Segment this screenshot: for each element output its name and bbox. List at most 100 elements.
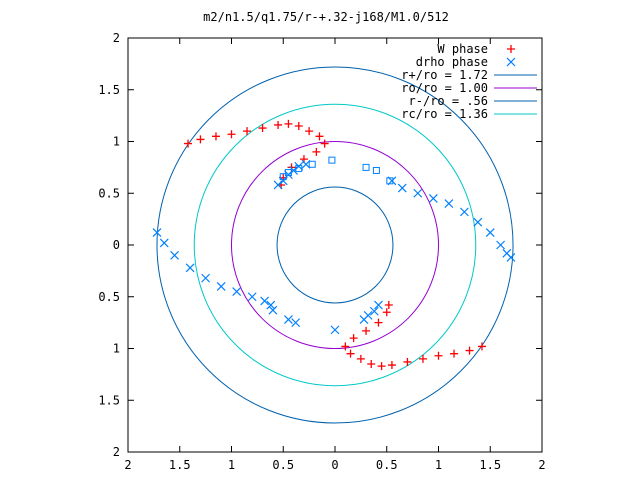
series-0-point-6 xyxy=(274,120,283,129)
x-tick-label: 1.5 xyxy=(169,458,191,472)
x-tick-label: 1 xyxy=(435,458,442,472)
series-0-point-33 xyxy=(384,301,393,310)
series-1-point-27 xyxy=(374,300,383,310)
series-1-point-15 xyxy=(201,273,211,283)
series-0-point-18 xyxy=(465,346,474,355)
series-2-point-4 xyxy=(328,156,336,164)
legend-label: W phase xyxy=(437,42,488,56)
series-1-point-7 xyxy=(485,228,495,238)
series-1-point-4 xyxy=(444,199,454,209)
series-0-point-3 xyxy=(227,130,236,139)
series-1-point-14 xyxy=(185,263,195,273)
series-1-point-3 xyxy=(428,194,438,203)
series-0-point-4 xyxy=(243,127,252,136)
legend-label: drho phase xyxy=(416,55,488,69)
series-0-point-27 xyxy=(346,349,355,358)
x-tick-label: 0.5 xyxy=(376,458,398,472)
series-0-point-9 xyxy=(305,127,314,136)
series-1-point-2 xyxy=(413,188,423,198)
series-0-point-7 xyxy=(284,119,293,128)
x-tick-label: 0.5 xyxy=(272,458,294,472)
series-0-point-19 xyxy=(450,349,459,358)
legend-marker-1 xyxy=(506,57,516,67)
x-tick-label: 2 xyxy=(124,458,131,472)
y-tick-label: 1.5 xyxy=(98,393,120,407)
series-1-point-30 xyxy=(359,315,369,324)
series-0-point-11 xyxy=(320,139,329,148)
series-1-point-26 xyxy=(301,159,311,169)
y-tick-label: 0.5 xyxy=(98,290,120,304)
series-1-point-5 xyxy=(459,207,469,217)
series-0-point-24 xyxy=(377,362,386,371)
series-1-point-21 xyxy=(273,180,283,190)
series-0-point-20 xyxy=(434,351,443,360)
series-0-point-31 xyxy=(374,318,383,327)
x-tick-label: 0 xyxy=(331,458,338,472)
x-tick-label: 2 xyxy=(538,458,545,472)
series-2-point-6 xyxy=(372,166,380,174)
y-tick-label: 1 xyxy=(113,135,120,149)
series-2-point-2 xyxy=(295,164,303,172)
series-2 xyxy=(279,156,394,185)
series-0-point-8 xyxy=(294,121,303,130)
x-tick-label: 1 xyxy=(228,458,235,472)
circle-2 xyxy=(276,186,394,304)
circle-3 xyxy=(193,103,477,387)
series-0-point-2 xyxy=(211,132,220,141)
series-2-point-0 xyxy=(279,173,287,181)
series-layer xyxy=(152,119,516,371)
legend-label: r+/ro = 1.72 xyxy=(401,68,488,82)
series-2-point-1 xyxy=(284,169,292,177)
chart-title: m2/n1.5/q1.75/r-+.32-j168/M1.0/512 xyxy=(203,10,449,24)
series-0-point-26 xyxy=(356,354,365,363)
series-0-point-22 xyxy=(403,357,412,366)
series-2-point-3 xyxy=(308,160,316,168)
series-1-point-31 xyxy=(284,315,293,324)
series-0-point-28 xyxy=(341,342,350,351)
series-0-point-0 xyxy=(184,139,193,148)
series-1-point-20 xyxy=(266,300,276,310)
series-0-point-12 xyxy=(312,147,321,156)
legend-marker-0 xyxy=(507,45,515,53)
series-0-point-32 xyxy=(382,308,391,317)
legend-label: ro/ro = 1.00 xyxy=(401,81,488,95)
y-tick-label: 0 xyxy=(113,238,120,252)
series-2-point-7 xyxy=(386,177,394,185)
circles-layer xyxy=(156,66,514,424)
series-1-point-10 xyxy=(506,252,516,262)
series-0-point-1 xyxy=(196,135,205,144)
x-tick-label: 1.5 xyxy=(479,458,501,472)
series-1-point-13 xyxy=(170,250,179,260)
y-tick-label: 0.5 xyxy=(98,186,120,200)
series-0-point-10 xyxy=(315,132,324,141)
series-0-point-25 xyxy=(367,360,376,369)
series-0-point-29 xyxy=(349,334,358,343)
series-1-point-11 xyxy=(152,228,162,238)
series-1-point-18 xyxy=(247,292,257,302)
series-1-point-28 xyxy=(369,306,379,316)
ticks-layer: 2 1.5 1 0.5 0 0.5 1 1.5 221.510.500.511.52 xyxy=(98,31,545,472)
y-tick-label: 2 xyxy=(113,31,120,45)
circle-0 xyxy=(156,66,514,424)
series-0-point-30 xyxy=(362,326,371,335)
series-1-point-19 xyxy=(260,296,270,306)
y-tick-label: 1.5 xyxy=(98,83,120,97)
series-1-point-8 xyxy=(496,240,506,250)
series-0-point-17 xyxy=(477,342,486,351)
series-1-point-1 xyxy=(397,183,407,193)
y-tick-label: 2 xyxy=(113,445,120,459)
series-1-point-16 xyxy=(216,281,226,291)
y-tick-label: 1 xyxy=(113,342,120,356)
series-1-point-12 xyxy=(159,238,169,248)
series-1-point-6 xyxy=(473,217,483,227)
series-1-point-33 xyxy=(330,325,340,335)
series-0-point-5 xyxy=(258,124,267,133)
series-1-point-17 xyxy=(232,287,242,296)
circle-1 xyxy=(231,141,439,349)
legend-label: rc/ro = 1.36 xyxy=(401,107,488,121)
series-1-point-32 xyxy=(291,318,301,328)
series-1 xyxy=(152,159,516,335)
series-0-point-23 xyxy=(387,361,396,370)
